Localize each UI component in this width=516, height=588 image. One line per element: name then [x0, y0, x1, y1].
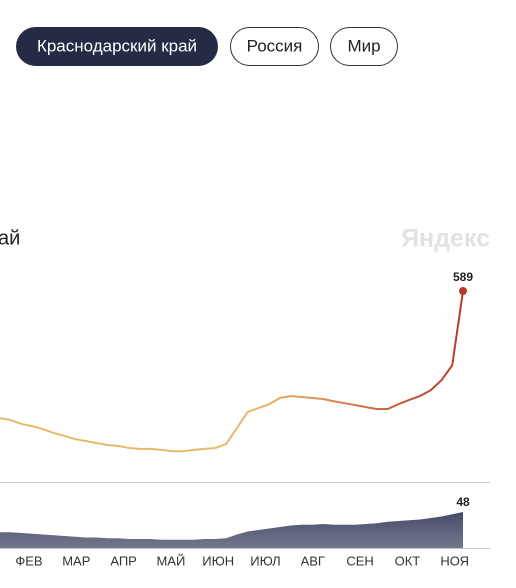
x-tick-label: АВГ [301, 553, 325, 568]
x-tick-label: НОЯ [440, 553, 469, 568]
tab[interactable] [330, 27, 398, 66]
tab-label[interactable]: Россия [247, 36, 303, 55]
x-tick-label: ИЮЛ [250, 553, 280, 568]
x-tick-label: ИЮН [202, 553, 234, 568]
end-label: 48 [456, 495, 470, 509]
line [0, 290, 464, 453]
heading: ай [0, 227, 20, 249]
tab[interactable] [230, 27, 319, 66]
end-label: 589 [453, 270, 473, 284]
end-point [459, 287, 467, 295]
tab-label[interactable]: Краснодарский край [37, 36, 197, 55]
tab-active[interactable] [16, 27, 218, 66]
x-tick-label: МАР [62, 553, 90, 568]
x-tick-label: ОКТ [395, 553, 421, 568]
x-tick-label: ФЕВ [15, 553, 42, 568]
x-tick-label: СЕН [346, 553, 373, 568]
tab-label[interactable]: Мир [347, 36, 380, 55]
watermark: Яндекс [401, 225, 490, 253]
x-tick-label: АПР [110, 553, 137, 568]
area [0, 512, 463, 548]
x-tick-label: МАЙ [156, 553, 185, 568]
